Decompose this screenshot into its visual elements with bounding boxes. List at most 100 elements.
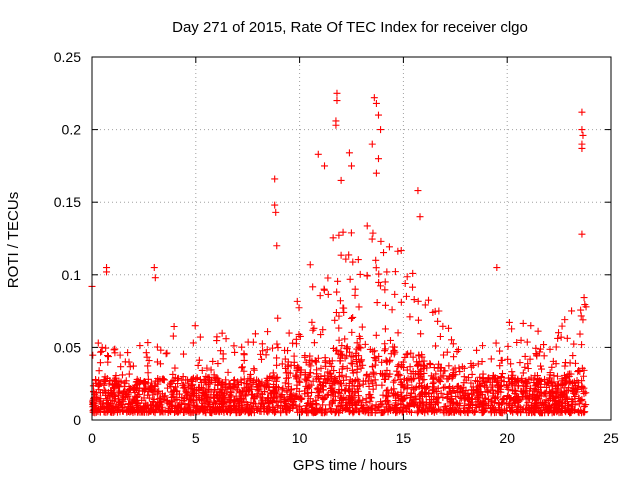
data-point bbox=[365, 405, 373, 413]
data-point bbox=[420, 369, 428, 377]
data-point bbox=[322, 405, 330, 413]
data-point bbox=[456, 393, 464, 401]
data-point bbox=[350, 393, 358, 401]
data-point bbox=[372, 256, 380, 264]
data-point bbox=[430, 389, 438, 397]
data-point bbox=[478, 358, 486, 366]
data-point bbox=[305, 360, 313, 368]
data-point bbox=[295, 364, 303, 372]
data-point bbox=[452, 392, 460, 400]
data-point bbox=[564, 386, 572, 394]
data-point bbox=[544, 408, 552, 416]
data-point bbox=[163, 349, 171, 357]
data-point bbox=[336, 297, 344, 305]
data-point bbox=[537, 362, 545, 370]
data-point bbox=[370, 371, 378, 379]
x-tick-label: 0 bbox=[88, 430, 96, 446]
data-point bbox=[142, 349, 150, 357]
data-point bbox=[426, 359, 434, 367]
data-point bbox=[288, 400, 296, 408]
data-point bbox=[217, 400, 225, 408]
data-point bbox=[434, 317, 442, 325]
data-point bbox=[222, 376, 230, 384]
data-point bbox=[347, 229, 355, 237]
data-point bbox=[321, 162, 329, 170]
data-point bbox=[563, 334, 571, 342]
data-point bbox=[307, 362, 315, 370]
data-point bbox=[338, 394, 346, 402]
data-point bbox=[503, 382, 511, 390]
data-point bbox=[348, 360, 356, 368]
data-point bbox=[488, 403, 496, 411]
data-point bbox=[561, 403, 569, 411]
data-point bbox=[516, 359, 524, 367]
data-point bbox=[416, 394, 424, 402]
data-point bbox=[330, 367, 338, 375]
data-point bbox=[387, 350, 395, 358]
data-point bbox=[301, 375, 309, 383]
data-point bbox=[507, 407, 515, 415]
data-point bbox=[441, 383, 449, 391]
data-point bbox=[343, 404, 351, 412]
data-point bbox=[407, 408, 415, 416]
data-point bbox=[322, 362, 330, 370]
data-point bbox=[376, 282, 384, 290]
data-point bbox=[581, 301, 589, 309]
data-point bbox=[372, 331, 380, 339]
data-point bbox=[526, 355, 534, 363]
data-point bbox=[355, 303, 363, 311]
data-point bbox=[369, 348, 377, 356]
data-point bbox=[303, 399, 311, 407]
data-point bbox=[451, 364, 459, 372]
data-point bbox=[144, 362, 152, 370]
data-point bbox=[506, 401, 514, 409]
data-point bbox=[434, 384, 442, 392]
data-point bbox=[378, 400, 386, 408]
data-point bbox=[482, 383, 490, 391]
data-point bbox=[321, 372, 329, 380]
data-point bbox=[173, 388, 181, 396]
data-point bbox=[399, 396, 407, 404]
data-point bbox=[203, 364, 211, 372]
data-point bbox=[561, 362, 569, 370]
data-point bbox=[421, 301, 429, 309]
data-point bbox=[320, 286, 328, 294]
data-point bbox=[409, 283, 417, 291]
data-point bbox=[456, 402, 464, 410]
data-point bbox=[236, 409, 244, 417]
data-point bbox=[335, 231, 343, 239]
data-point bbox=[219, 350, 227, 358]
data-point bbox=[100, 376, 108, 384]
data-point bbox=[174, 379, 182, 387]
data-point bbox=[161, 392, 169, 400]
data-point bbox=[314, 150, 322, 158]
data-point bbox=[514, 396, 522, 404]
data-point bbox=[284, 347, 292, 355]
data-point bbox=[451, 405, 459, 413]
data-point bbox=[246, 375, 254, 383]
data-point bbox=[357, 357, 365, 365]
data-point bbox=[388, 306, 396, 314]
data-point bbox=[578, 144, 586, 152]
data-point bbox=[153, 343, 161, 351]
data-point bbox=[335, 369, 343, 377]
data-point bbox=[92, 394, 100, 402]
data-point bbox=[361, 408, 369, 416]
data-point bbox=[579, 316, 587, 324]
data-point bbox=[511, 386, 519, 394]
data-point bbox=[264, 328, 272, 336]
data-point bbox=[552, 360, 560, 368]
data-point bbox=[571, 359, 579, 367]
data-point bbox=[104, 352, 112, 360]
data-point bbox=[346, 400, 354, 408]
data-point bbox=[576, 330, 584, 338]
data-point bbox=[152, 377, 160, 385]
data-point bbox=[293, 340, 301, 348]
data-point bbox=[357, 344, 365, 352]
data-point bbox=[410, 296, 418, 304]
data-point bbox=[102, 344, 110, 352]
data-point bbox=[103, 268, 111, 276]
data-point bbox=[449, 384, 457, 392]
data-point bbox=[401, 353, 409, 361]
data-point bbox=[462, 376, 470, 384]
